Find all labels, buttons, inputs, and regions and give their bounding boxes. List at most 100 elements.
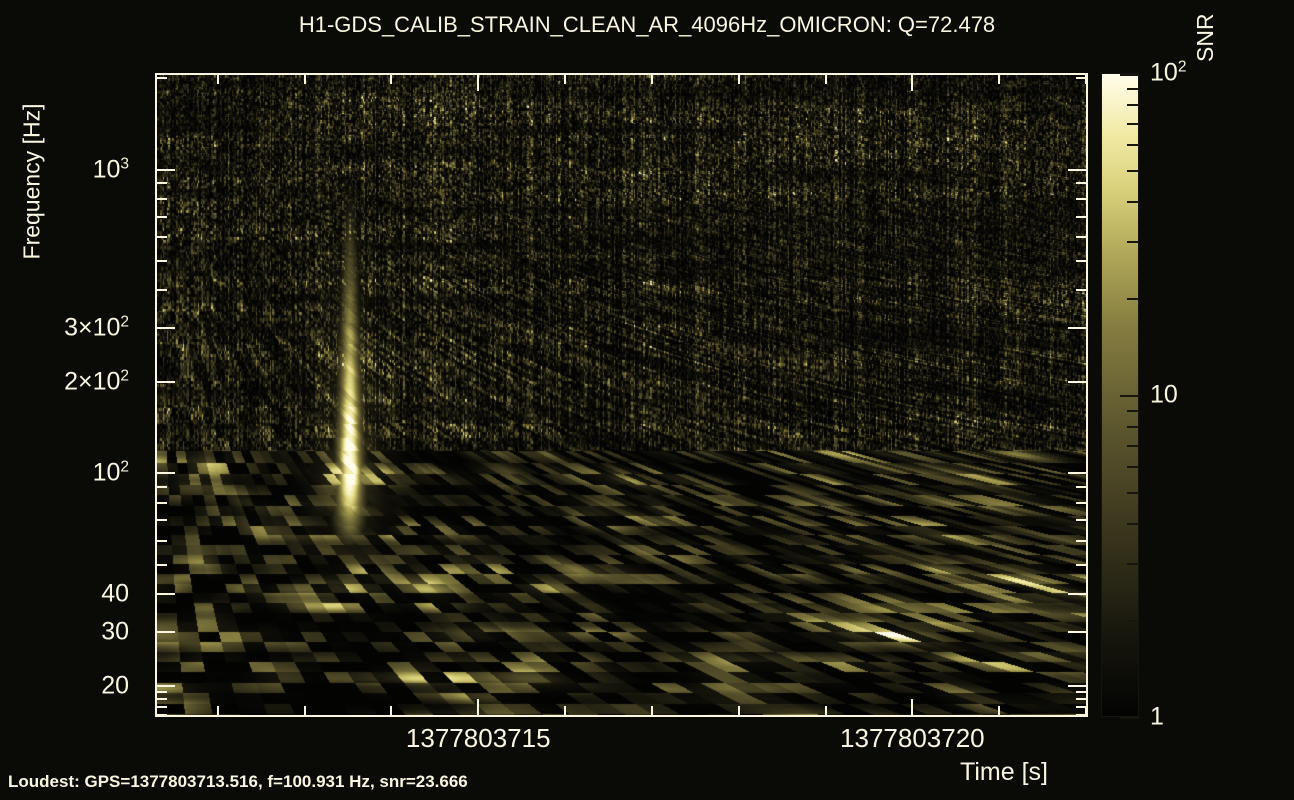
y-tick-major [157, 631, 175, 634]
x-tick-minor [564, 706, 567, 715]
colorbar-tick-label: 102 [1150, 58, 1187, 87]
y-tick-major [157, 684, 175, 687]
x-tick-minor [390, 706, 393, 715]
y-tick-major-right [1068, 380, 1086, 383]
colorbar-tick-minor [1127, 201, 1139, 204]
y-tick-minor [157, 539, 167, 542]
y-tick-minor [157, 77, 167, 80]
y-tick-minor [157, 182, 167, 185]
colorbar-tick-minor [1127, 426, 1139, 429]
x-tick-label: 1377803715 [405, 723, 551, 753]
y-tick-label: 30 [101, 617, 129, 646]
y-tick-minor [157, 486, 167, 489]
y-tick-label: 2×102 [64, 367, 129, 396]
colorbar-tick-minor [1127, 620, 1139, 623]
y-tick-minor [157, 519, 167, 522]
y-tick-label: 40 [101, 579, 129, 608]
y-tick-minor-right [1076, 706, 1086, 708]
y-tick-minor-right [1076, 77, 1086, 80]
colorbar[interactable] [1101, 73, 1139, 719]
x-tick-minor [737, 706, 740, 715]
colorbar-tick-minor [1127, 491, 1139, 494]
y-tick-minor [157, 215, 167, 218]
spectrogram-image [157, 75, 1086, 715]
y-tick-major [157, 593, 175, 596]
y-tick-minor-right [1076, 486, 1086, 489]
y-tick-minor-right [1076, 215, 1086, 218]
y-tick-minor [157, 714, 167, 715]
y-tick-major-right [1068, 168, 1086, 171]
colorbar-tick-major [1120, 395, 1139, 397]
y-tick-minor-right [1076, 501, 1086, 504]
y-tick-minor-right [1076, 563, 1086, 566]
page-title: H1-GDS_CALIB_STRAIN_CLEAN_AR_4096Hz_OMIC… [298, 12, 996, 37]
colorbar-tick-minor [1127, 444, 1139, 447]
y-tick-minor-right [1076, 197, 1086, 200]
x-tick-minor-top [564, 75, 567, 84]
x-tick-label: 1377803720 [840, 723, 985, 753]
y-tick-major-right [1068, 472, 1086, 475]
colorbar-tick-minor [1127, 122, 1139, 125]
y-tick-label: 20 [101, 671, 129, 700]
y-tick-minor [157, 706, 167, 708]
loudest-event-note: Loudest: GPS=1377803713.516, f=100.931 H… [8, 772, 468, 791]
x-tick-minor [1085, 706, 1086, 715]
y-tick-minor [157, 235, 167, 238]
x-tick-minor-top [303, 75, 306, 84]
x-tick-major [911, 699, 914, 715]
y-tick-minor-right [1076, 539, 1086, 542]
y-tick-label: 103 [92, 154, 129, 184]
x-tick-minor-top [998, 75, 1001, 84]
y-tick-minor [157, 563, 167, 566]
colorbar-tick-major [1120, 717, 1139, 719]
colorbar-tick-minor [1127, 523, 1139, 526]
y-tick-minor-right [1076, 519, 1086, 522]
y-tick-minor [157, 501, 167, 504]
x-tick-minor-top [1085, 75, 1086, 84]
x-tick-minor [303, 706, 306, 715]
colorbar-tick-minor [1127, 466, 1139, 469]
y-tick-minor [157, 197, 167, 200]
y-tick-major-right [1068, 684, 1086, 687]
y-tick-minor-right [1076, 259, 1086, 262]
y-tick-major-right [1068, 593, 1086, 596]
y-tick-minor-right [1076, 698, 1086, 701]
x-tick-minor [998, 706, 1001, 715]
x-tick-minor [824, 706, 827, 715]
colorbar-tick-minor [1127, 241, 1139, 244]
x-tick-minor-top [390, 75, 393, 84]
y-tick-minor [157, 289, 167, 292]
colorbar-tick-minor [1127, 169, 1139, 172]
x-tick-minor-top [824, 75, 827, 84]
y-tick-major [157, 327, 175, 330]
colorbar-tick-label: 10 [1150, 380, 1178, 409]
y-tick-major-right [1068, 327, 1086, 330]
x-tick-minor-top [737, 75, 740, 84]
y-tick-major-right [1068, 631, 1086, 634]
y-tick-major [157, 380, 175, 383]
colorbar-tick-minor [1127, 409, 1139, 412]
y-tick-minor [157, 259, 167, 262]
colorbar-tick-minor [1127, 144, 1139, 147]
colorbar-tick-minor [1127, 298, 1139, 301]
colorbar-tick-label: 1 [1150, 702, 1164, 731]
y-tick-major [157, 168, 175, 171]
colorbar-tick-minor [1127, 87, 1139, 90]
y-tick-minor [157, 691, 167, 694]
y-tick-minor-right [1076, 714, 1086, 715]
y-tick-label: 3×102 [64, 313, 129, 343]
x-tick-major-top [911, 75, 914, 91]
y-tick-minor-right [1076, 691, 1086, 694]
x-tick-major [477, 699, 480, 715]
y-tick-label: 102 [92, 458, 129, 487]
x-tick-minor [216, 706, 219, 715]
colorbar-tick-minor [1127, 563, 1139, 566]
y-tick-minor-right [1076, 235, 1086, 238]
y-tick-minor-right [1076, 289, 1086, 292]
x-tick-minor-top [216, 75, 219, 84]
y-tick-minor-right [1076, 182, 1086, 185]
x-tick-major-top [477, 75, 480, 91]
spectrogram-plot-area[interactable] [155, 73, 1088, 717]
y-tick-minor [157, 698, 167, 701]
